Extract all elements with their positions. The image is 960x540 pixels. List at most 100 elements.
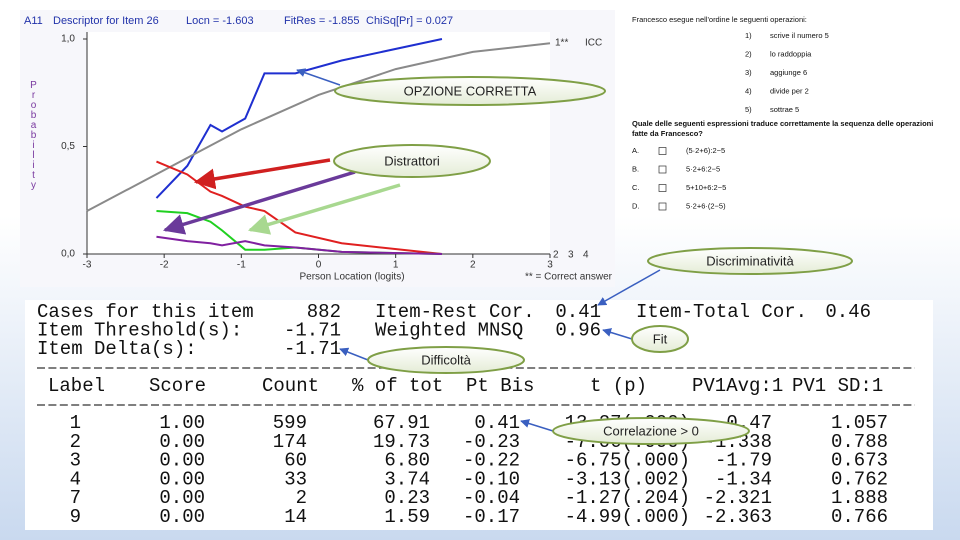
table-cell: 3.74 bbox=[384, 468, 430, 490]
table-cell: -0.22 bbox=[463, 450, 520, 472]
callout-bubble bbox=[333, 144, 491, 178]
column-header: Count bbox=[262, 375, 319, 397]
table-cell: 599 bbox=[273, 412, 307, 434]
question-panel bbox=[627, 12, 957, 210]
table-cell: 67.91 bbox=[373, 412, 430, 434]
step-number: 3) bbox=[745, 68, 752, 77]
table-cell: 0.41 bbox=[474, 412, 520, 434]
x-tick-label: 2 bbox=[470, 260, 476, 271]
table-cell: 1.00 bbox=[159, 412, 205, 434]
output: Cases for this item 882 Item-Rest Cor. 0.41… bbox=[37, 301, 915, 528]
summary-text: 882 bbox=[307, 301, 341, 323]
chart-header: A11 bbox=[24, 15, 43, 27]
callout-bubble bbox=[631, 325, 689, 353]
column-header: Pt Bis bbox=[466, 375, 534, 397]
legend-label: 4 bbox=[583, 250, 589, 261]
table-cell: -1.79 bbox=[715, 450, 772, 472]
legend-label: 3 bbox=[568, 250, 574, 261]
question: Francesco esegue nell'ordine le seguenti… bbox=[632, 15, 933, 211]
table-cell: 0.762 bbox=[831, 468, 888, 490]
y-tick-label: 0,0 bbox=[61, 249, 75, 260]
table-cell: 0.788 bbox=[831, 431, 888, 453]
table-cell: 33 bbox=[284, 468, 307, 490]
chart-header: Descriptor for Item 26 bbox=[53, 15, 159, 27]
callout-label: Correlazione > 0 bbox=[603, 423, 699, 438]
option-letter: D. bbox=[632, 201, 640, 210]
table-cell: 0.00 bbox=[159, 487, 205, 509]
column-header: % of tot bbox=[352, 375, 443, 397]
step-number: 5) bbox=[745, 105, 752, 114]
x-tick-label: -1 bbox=[237, 260, 246, 271]
checkbox bbox=[658, 184, 667, 192]
column-header: Score bbox=[149, 375, 206, 397]
step-number: 1) bbox=[745, 31, 752, 40]
option-text: 5+10+6:2−5 bbox=[686, 183, 726, 192]
table-cell: 1.057 bbox=[831, 412, 888, 434]
table-cell: 1 bbox=[70, 412, 81, 434]
summary-text: Item-Total Cor. bbox=[636, 301, 807, 323]
table-cell: -3.13(.002) bbox=[565, 468, 690, 490]
option-letter: C. bbox=[632, 183, 640, 192]
callout-label: Discriminatività bbox=[706, 253, 794, 268]
table-cell: 14 bbox=[284, 506, 307, 528]
table-cell: 0.00 bbox=[159, 506, 205, 528]
table-cell: -1.27(.204) bbox=[565, 487, 690, 509]
table-cell: 0.00 bbox=[159, 468, 205, 490]
table-cell: 7 bbox=[70, 487, 81, 509]
series-line bbox=[156, 235, 442, 255]
y-tick-label: 0,5 bbox=[61, 141, 75, 152]
question-prompt: Quale delle seguenti espressioni traduce… bbox=[632, 119, 933, 128]
series-line bbox=[86, 42, 551, 212]
table-cell: -2.363 bbox=[704, 506, 772, 528]
table-cell: 4 bbox=[70, 468, 81, 490]
summary-text: 0.46 bbox=[825, 301, 871, 323]
plot-area bbox=[87, 32, 550, 254]
table-cell: -0.23 bbox=[463, 431, 520, 453]
step-number: 2) bbox=[745, 49, 752, 58]
summary-text: -1.71 bbox=[284, 320, 341, 342]
arrow bbox=[520, 419, 554, 432]
legend-label: 2 bbox=[553, 250, 559, 261]
column-header: t (p) bbox=[590, 375, 647, 397]
callout-label: Fit bbox=[653, 331, 668, 346]
table-cell: -4.99(.000) bbox=[565, 506, 690, 528]
summary-text: 0.96 bbox=[555, 320, 601, 342]
arrow bbox=[247, 183, 401, 235]
legend-label: ICC bbox=[585, 38, 602, 49]
chart-header: Locn = -1.603 bbox=[186, 15, 254, 27]
option-text: (5·2+6):2−5 bbox=[686, 146, 725, 155]
table-cell: 2 bbox=[296, 487, 307, 509]
table-cell: 0.00 bbox=[159, 450, 205, 472]
callout-label: Distrattori bbox=[384, 153, 440, 168]
summary-text: Cases for this item bbox=[37, 301, 254, 323]
option-text: 5·2+6:2−5 bbox=[686, 164, 720, 173]
table-cell: -1.34 bbox=[715, 468, 772, 490]
summary-text: Weighted MNSQ bbox=[375, 320, 523, 342]
table-cell: -6.75(.000) bbox=[565, 450, 690, 472]
output-panel bbox=[25, 300, 933, 530]
chart: A11 Descriptor for Item 26 Locn = -1.603 Fi… bbox=[24, 15, 613, 283]
callout-bubble bbox=[647, 247, 853, 275]
step-number: 4) bbox=[745, 86, 752, 95]
checkbox bbox=[658, 202, 667, 211]
y-tick-label: 1,0 bbox=[61, 34, 75, 45]
table-cell: 3 bbox=[70, 450, 81, 472]
table-cell: -0.10 bbox=[463, 468, 520, 490]
arrow bbox=[162, 170, 356, 235]
x-tick-label: 1 bbox=[393, 260, 399, 271]
callout-label: OPZIONE CORRETTA bbox=[404, 83, 537, 98]
table-cell: 19.73 bbox=[373, 431, 430, 453]
note: ** = Correct answer bbox=[525, 272, 613, 283]
step-text: scrive il numero 5 bbox=[770, 31, 829, 40]
table-cell: 0.23 bbox=[384, 487, 430, 509]
table-cell: 60 bbox=[284, 450, 307, 472]
x-tick-label: -3 bbox=[83, 260, 92, 271]
callout-bubble bbox=[367, 346, 525, 374]
y-axis-label: Probability bbox=[28, 80, 39, 190]
step-text: aggiunge 6 bbox=[770, 68, 807, 77]
x-axis-label: Person Location (logits) bbox=[299, 272, 404, 283]
checkbox bbox=[658, 165, 667, 174]
series-line bbox=[155, 38, 443, 199]
